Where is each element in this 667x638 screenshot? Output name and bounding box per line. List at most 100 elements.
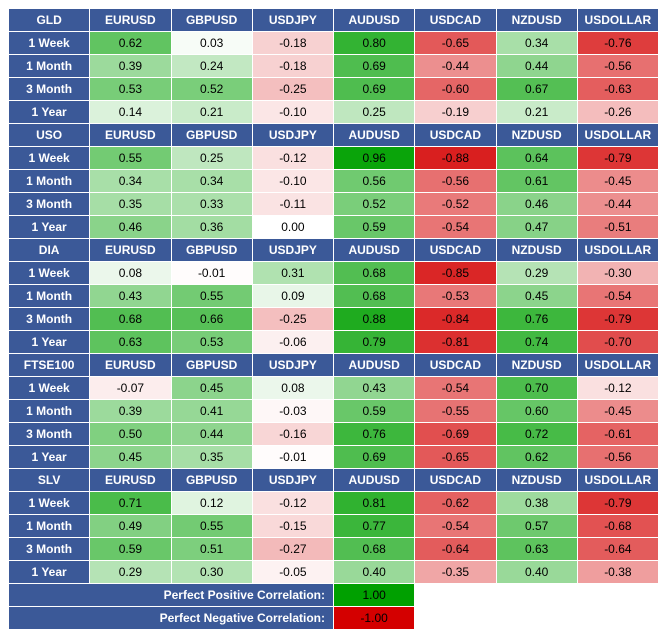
section-name: USO: [9, 124, 90, 147]
correlation-cell: -0.45: [577, 400, 658, 423]
correlation-cell: -0.25: [252, 308, 333, 331]
correlation-cell: 0.21: [496, 101, 577, 124]
correlation-cell: 0.45: [90, 446, 171, 469]
correlation-cell: 0.44: [171, 423, 252, 446]
correlation-cell: 0.34: [171, 170, 252, 193]
column-header: NZDUSD: [496, 9, 577, 32]
correlation-cell: -0.05: [252, 561, 333, 584]
row-label: 1 Week: [9, 147, 90, 170]
correlation-cell: 0.39: [90, 55, 171, 78]
correlation-cell: -0.12: [252, 147, 333, 170]
column-header: USDOLLAR: [577, 354, 658, 377]
correlation-cell: 0.69: [334, 55, 415, 78]
correlation-cell: -0.60: [415, 78, 496, 101]
correlation-cell: 0.96: [334, 147, 415, 170]
correlation-cell: -0.15: [252, 515, 333, 538]
column-header: EURUSD: [90, 354, 171, 377]
correlation-cell: 0.67: [496, 78, 577, 101]
correlation-cell: 0.46: [90, 216, 171, 239]
column-header: USDJPY: [252, 239, 333, 262]
correlation-cell: -0.69: [415, 423, 496, 446]
correlation-cell: 0.36: [171, 216, 252, 239]
row-label: 3 Month: [9, 538, 90, 561]
correlation-cell: 0.31: [252, 262, 333, 285]
column-header: AUDUSD: [334, 354, 415, 377]
correlation-cell: -0.06: [252, 331, 333, 354]
correlation-cell: -0.62: [415, 492, 496, 515]
correlation-cell: 0.56: [334, 170, 415, 193]
column-header: AUDUSD: [334, 9, 415, 32]
column-header: USDCAD: [415, 9, 496, 32]
correlation-cell: 0.70: [496, 377, 577, 400]
correlation-cell: 0.25: [171, 147, 252, 170]
column-header: EURUSD: [90, 239, 171, 262]
row-label: 1 Month: [9, 515, 90, 538]
correlation-cell: 0.59: [334, 400, 415, 423]
correlation-cell: -0.54: [415, 216, 496, 239]
correlation-cell: 0.35: [90, 193, 171, 216]
section-name: SLV: [9, 469, 90, 492]
correlation-cell: 0.51: [171, 538, 252, 561]
row-label: 3 Month: [9, 193, 90, 216]
column-header: GBPUSD: [171, 124, 252, 147]
correlation-cell: -0.35: [415, 561, 496, 584]
correlation-cell: 0.49: [90, 515, 171, 538]
correlation-cell: 0.71: [90, 492, 171, 515]
correlation-cell: -0.12: [252, 492, 333, 515]
section-name: FTSE100: [9, 354, 90, 377]
column-header: USDOLLAR: [577, 124, 658, 147]
correlation-cell: -0.84: [415, 308, 496, 331]
column-header: GBPUSD: [171, 469, 252, 492]
correlation-cell: 0.55: [171, 285, 252, 308]
legend-positive-value: 1.00: [334, 584, 415, 607]
correlation-cell: -0.64: [415, 538, 496, 561]
row-label: 1 Week: [9, 492, 90, 515]
correlation-cell: -0.79: [577, 308, 658, 331]
correlation-cell: -0.55: [415, 400, 496, 423]
column-header: AUDUSD: [334, 239, 415, 262]
correlation-cell: 0.00: [252, 216, 333, 239]
correlation-cell: -0.79: [577, 492, 658, 515]
correlation-cell: -0.30: [577, 262, 658, 285]
correlation-cell: -0.26: [577, 101, 658, 124]
correlation-cell: -0.52: [415, 193, 496, 216]
correlation-cell: 0.47: [496, 216, 577, 239]
correlation-cell: 0.61: [496, 170, 577, 193]
correlation-cell: -0.54: [577, 285, 658, 308]
row-label: 1 Week: [9, 377, 90, 400]
correlation-cell: -0.56: [577, 55, 658, 78]
correlation-cell: -0.10: [252, 101, 333, 124]
correlation-cell: 0.35: [171, 446, 252, 469]
correlation-cell: 0.68: [334, 262, 415, 285]
correlation-cell: 0.68: [334, 538, 415, 561]
correlation-cell: 0.77: [334, 515, 415, 538]
correlation-cell: 0.09: [252, 285, 333, 308]
correlation-cell: 0.39: [90, 400, 171, 423]
correlation-cell: 0.88: [334, 308, 415, 331]
row-label: 3 Month: [9, 423, 90, 446]
column-header: EURUSD: [90, 9, 171, 32]
correlation-cell: -0.03: [252, 400, 333, 423]
correlation-cell: 0.80: [334, 32, 415, 55]
correlation-cell: 0.63: [496, 538, 577, 561]
correlation-cell: 0.08: [90, 262, 171, 285]
row-label: 1 Month: [9, 170, 90, 193]
correlation-cell: -0.56: [415, 170, 496, 193]
correlation-cell: 0.64: [496, 147, 577, 170]
correlation-cell: -0.56: [577, 446, 658, 469]
row-label: 1 Week: [9, 262, 90, 285]
correlation-cell: -0.85: [415, 262, 496, 285]
correlation-cell: -0.07: [90, 377, 171, 400]
correlation-cell: 0.53: [90, 78, 171, 101]
correlation-cell: -0.76: [577, 32, 658, 55]
column-header: USDCAD: [415, 354, 496, 377]
correlation-cell: 0.60: [496, 400, 577, 423]
correlation-cell: 0.14: [90, 101, 171, 124]
column-header: EURUSD: [90, 124, 171, 147]
correlation-cell: -0.01: [252, 446, 333, 469]
correlation-cell: 0.53: [171, 331, 252, 354]
correlation-cell: 0.59: [90, 538, 171, 561]
correlation-cell: 0.72: [496, 423, 577, 446]
correlation-cell: 0.52: [171, 78, 252, 101]
correlation-cell: 0.03: [171, 32, 252, 55]
